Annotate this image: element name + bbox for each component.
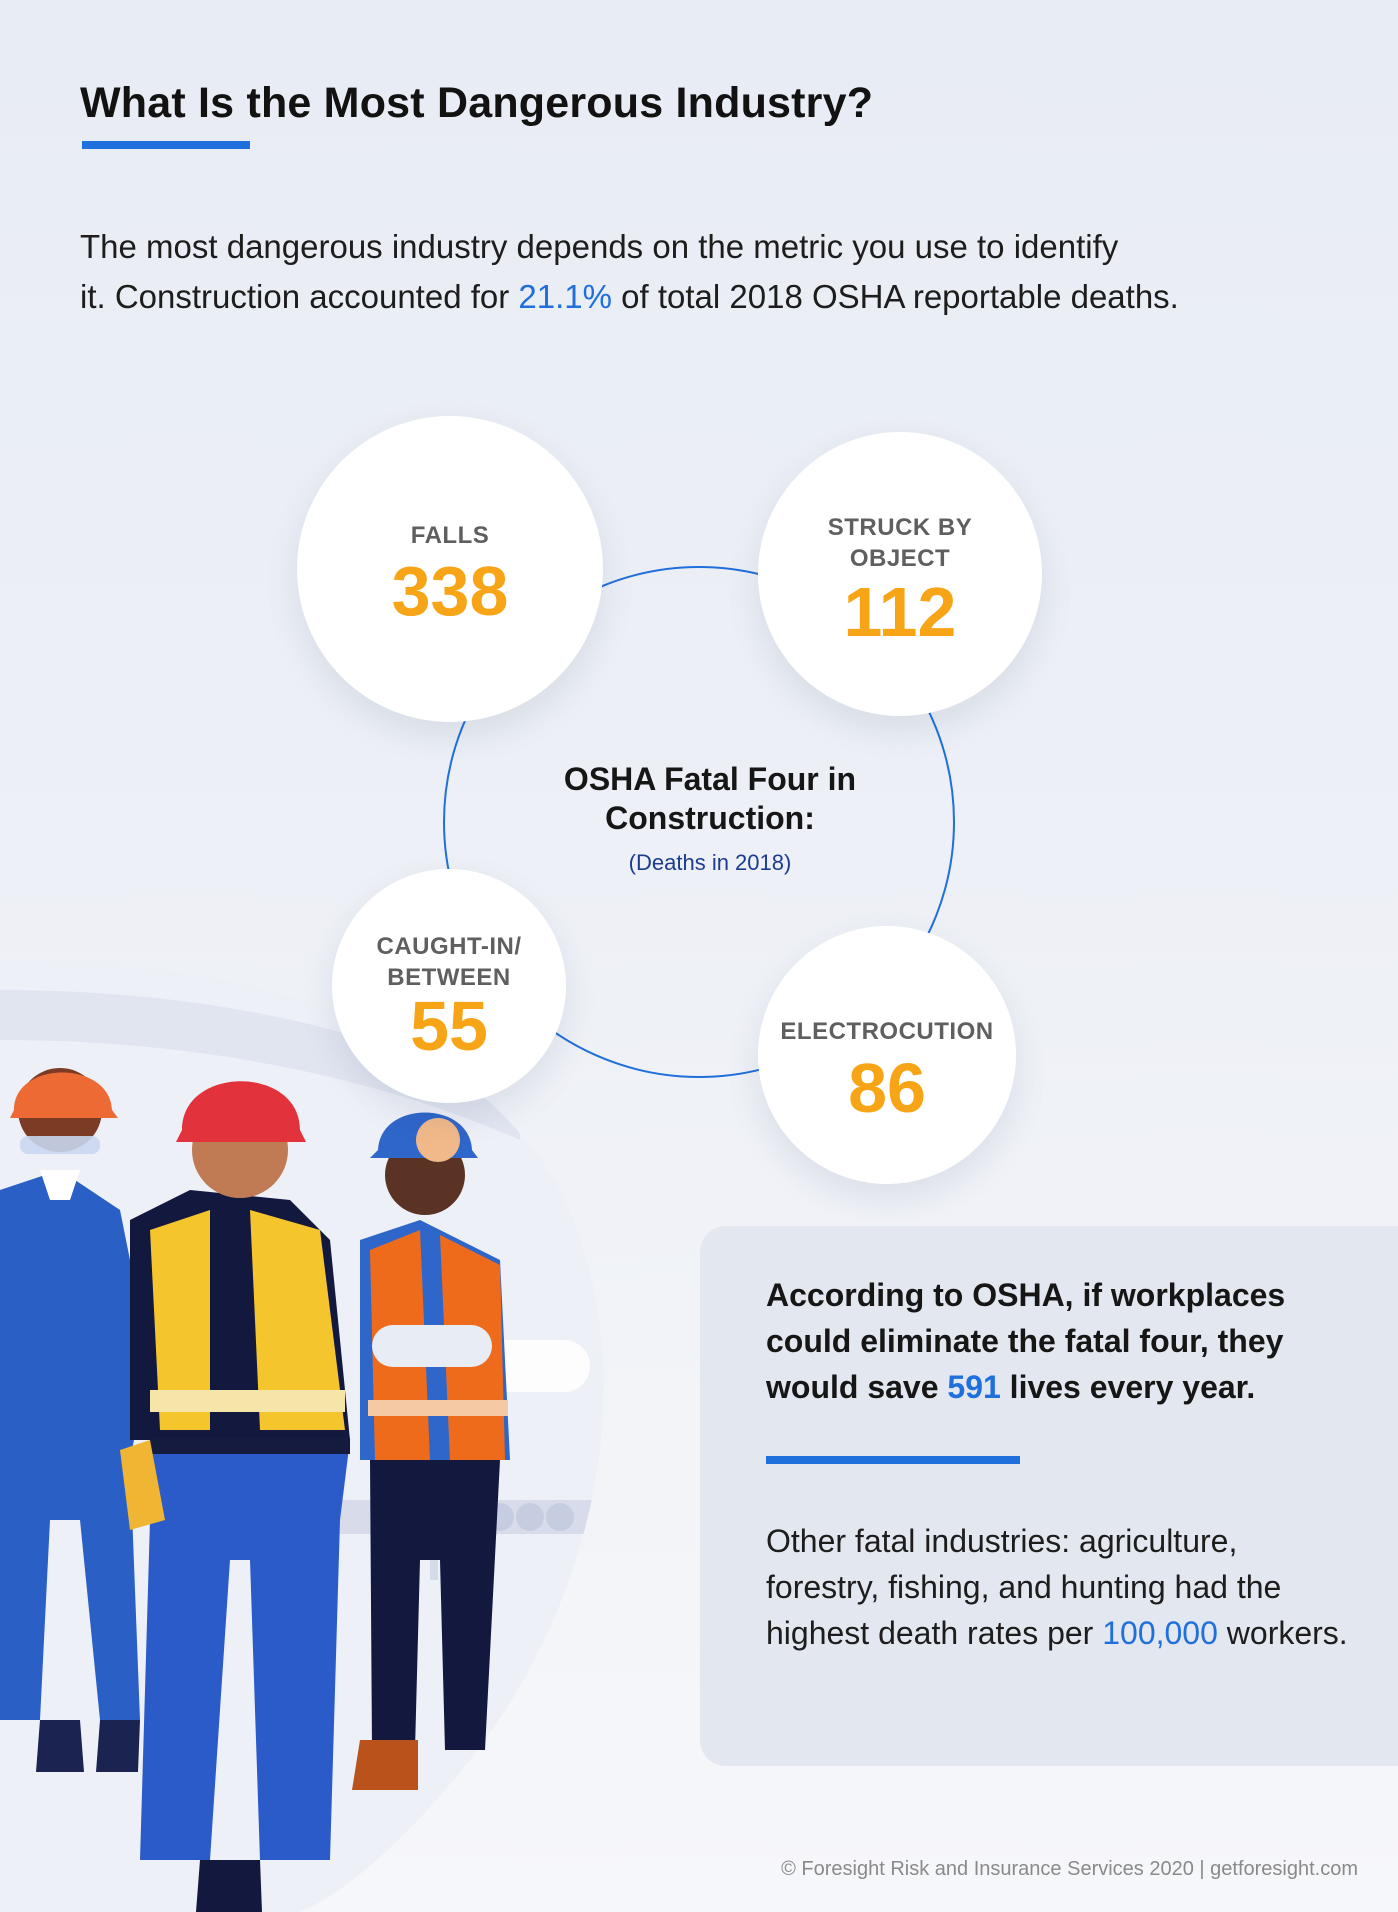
- title-underline: [82, 141, 250, 149]
- stat-label-caught-in-between: CAUGHT-IN/ BETWEEN: [332, 931, 566, 993]
- fatal-four-title-line-1: OSHA Fatal Four in: [563, 761, 857, 797]
- intro-line-2-start: it. Construction accounted for: [80, 278, 519, 315]
- fatal-four-title: OSHA Fatal Four in Construction:: [530, 760, 890, 838]
- lives-saved-highlight: 591: [947, 1369, 1001, 1405]
- fatal-four-savings-statement: According to OSHA, if workplaces could e…: [766, 1272, 1356, 1410]
- construction-workers-illustration: [0, 960, 640, 1912]
- intro-line-2-end: of total 2018 OSHA reportable deaths.: [621, 278, 1179, 315]
- card-divider: [766, 1456, 1020, 1464]
- rate-denominator-highlight: 100,000: [1102, 1615, 1218, 1651]
- other-industries-text-start: Other fatal industries: agriculture, for…: [766, 1523, 1282, 1651]
- stat-value-struck-by-object: 112: [843, 573, 957, 651]
- stat-circle-electrocution: ELECTROCUTION 86: [758, 926, 1016, 1184]
- stat-label-electrocution: ELECTROCUTION: [780, 1018, 994, 1045]
- other-industries-statement: Other fatal industries: agriculture, for…: [766, 1518, 1356, 1656]
- fatal-four-subtitle: (Deaths in 2018): [628, 850, 792, 875]
- fatal-four-ring: [443, 566, 955, 1078]
- savings-text-end: lives every year.: [1000, 1369, 1256, 1405]
- fatal-four-title-line-2: Construction:: [605, 800, 815, 836]
- other-industries-text-end: workers.: [1217, 1615, 1348, 1651]
- stat-value-electrocution: 86: [848, 1049, 926, 1127]
- info-card: According to OSHA, if workplaces could e…: [700, 1226, 1398, 1766]
- construction-share-highlight: 21.1%: [518, 278, 612, 315]
- stat-circle-falls: FALLS 338: [297, 416, 603, 722]
- copyright-footer: © Foresight Risk and Insurance Services …: [781, 1858, 1358, 1880]
- intro-line-1: The most dangerous industry depends on t…: [80, 228, 1119, 265]
- savings-text-start: According to OSHA, if workplaces could e…: [766, 1277, 1286, 1405]
- page-title: What Is the Most Dangerous Industry?: [80, 78, 874, 127]
- stat-circle-struck-by-object: STRUCK BY OBJECT 112: [758, 432, 1042, 716]
- intro-paragraph: The most dangerous industry depends on t…: [80, 222, 1320, 322]
- stat-label-struck-by-object: STRUCK BY OBJECT: [758, 512, 1042, 574]
- stat-label-struck-line-1: STRUCK BY: [827, 514, 973, 541]
- stat-circle-caught-in-between: CAUGHT-IN/ BETWEEN 55: [332, 869, 566, 1103]
- stat-label-falls: FALLS: [410, 522, 490, 549]
- stat-label-caught-line-1: CAUGHT-IN/: [376, 933, 522, 960]
- stat-value-falls: 338: [391, 552, 509, 630]
- stat-value-caught-in-between: 55: [410, 987, 488, 1065]
- stat-label-struck-line-2: OBJECT: [849, 545, 951, 572]
- stat-label-caught-line-2: BETWEEN: [387, 964, 511, 991]
